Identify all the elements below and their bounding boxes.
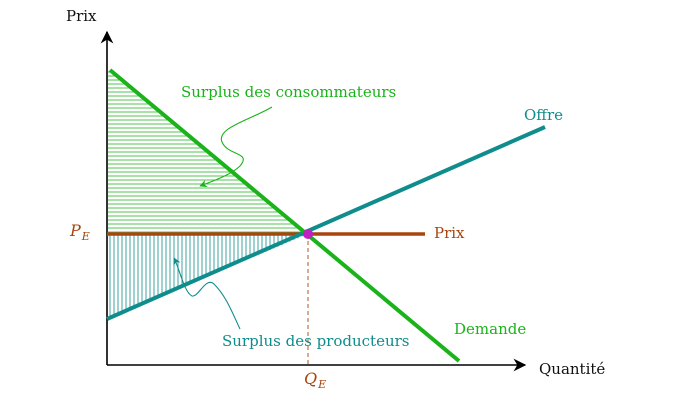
- supply-curve: [106, 125, 546, 321]
- consumer-surplus-area: [108, 71, 306, 233]
- x-axis-label: Quantité: [539, 360, 605, 378]
- producer-surplus-label: Surplus des producteurs: [222, 332, 409, 350]
- demand-label: Demande: [454, 320, 526, 338]
- y-axis-label: Prix: [66, 7, 97, 25]
- equilibrium-quantity-label: QE: [304, 369, 326, 391]
- consumer-surplus-pointer: [199, 106, 273, 188]
- producer-surplus-area: [109, 234, 307, 318]
- producer-surplus-pointer: [173, 257, 241, 330]
- supply-label: Offre: [524, 106, 563, 124]
- demand-curve: [108, 68, 461, 363]
- equilibrium-point: [303, 229, 313, 239]
- consumer-surplus-label: Surplus des consommateurs: [181, 83, 396, 101]
- equilibrium-price-label: PE: [69, 221, 90, 243]
- price-line-label: Prix: [434, 224, 465, 242]
